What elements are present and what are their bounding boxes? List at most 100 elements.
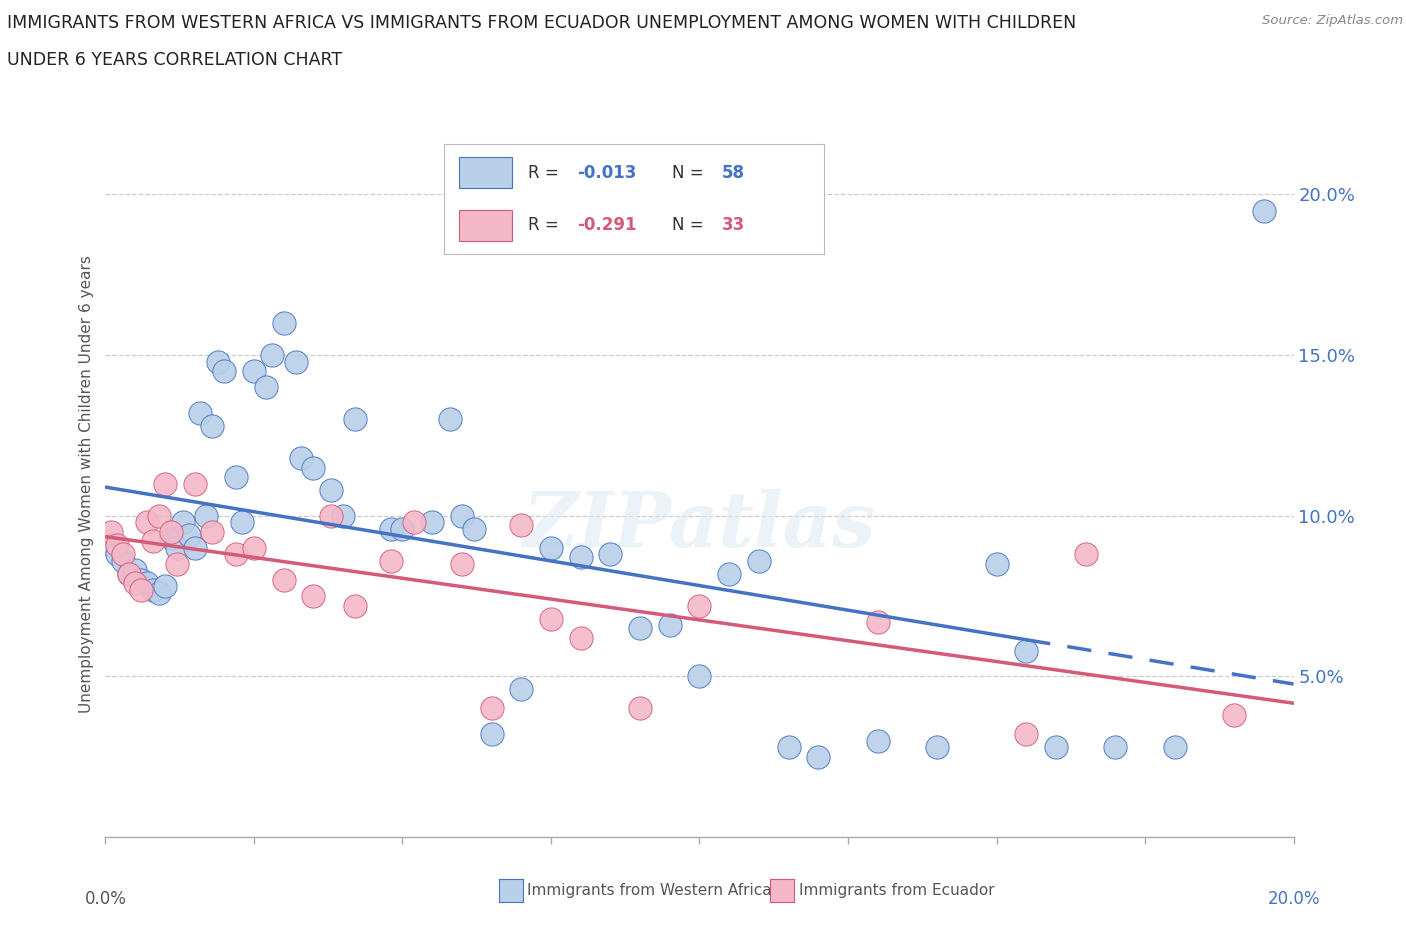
Text: Source: ZipAtlas.com: Source: ZipAtlas.com xyxy=(1263,14,1403,27)
Point xyxy=(148,585,170,600)
Point xyxy=(420,514,443,529)
Y-axis label: Unemployment Among Women with Children Under 6 years: Unemployment Among Women with Children U… xyxy=(79,255,94,712)
Point xyxy=(510,682,533,697)
Point xyxy=(481,701,503,716)
Point xyxy=(380,521,402,536)
Point xyxy=(332,509,354,524)
Point xyxy=(540,540,562,555)
Point xyxy=(599,547,621,562)
Point xyxy=(124,563,146,578)
Point xyxy=(748,553,770,568)
Point xyxy=(214,364,236,379)
Point xyxy=(129,582,152,597)
Point xyxy=(391,521,413,536)
Point xyxy=(190,405,212,420)
Point xyxy=(273,315,295,330)
Point xyxy=(136,576,159,591)
Point xyxy=(148,509,170,524)
Point xyxy=(986,556,1008,571)
Point xyxy=(166,540,188,555)
Point xyxy=(321,483,343,498)
Point xyxy=(540,611,562,626)
Point xyxy=(112,547,135,562)
Point xyxy=(1223,708,1246,723)
Point xyxy=(207,354,229,369)
Point xyxy=(481,726,503,741)
Point xyxy=(807,750,830,764)
Text: Immigrants from Ecuador: Immigrants from Ecuador xyxy=(799,883,994,898)
Point xyxy=(450,556,472,571)
Point xyxy=(177,527,200,542)
Point xyxy=(1074,547,1097,562)
Point xyxy=(243,364,266,379)
Point xyxy=(100,525,122,539)
Text: IMMIGRANTS FROM WESTERN AFRICA VS IMMIGRANTS FROM ECUADOR UNEMPLOYMENT AMONG WOM: IMMIGRANTS FROM WESTERN AFRICA VS IMMIGR… xyxy=(7,14,1076,32)
Text: UNDER 6 YEARS CORRELATION CHART: UNDER 6 YEARS CORRELATION CHART xyxy=(7,51,342,69)
Point xyxy=(225,547,247,562)
Point xyxy=(302,589,325,604)
Point xyxy=(142,582,165,597)
Point xyxy=(172,514,194,529)
Point xyxy=(1104,739,1126,754)
Point xyxy=(439,412,461,427)
Point xyxy=(183,540,205,555)
Point xyxy=(450,509,472,524)
Point xyxy=(159,525,181,539)
Point xyxy=(778,739,800,754)
Point xyxy=(105,538,128,552)
Point xyxy=(866,733,889,748)
Text: 20.0%: 20.0% xyxy=(1267,890,1320,908)
Point xyxy=(380,553,402,568)
Point xyxy=(290,450,312,465)
Point xyxy=(463,521,485,536)
Text: Immigrants from Western Africa: Immigrants from Western Africa xyxy=(527,883,772,898)
Point xyxy=(201,418,224,433)
Point xyxy=(284,354,307,369)
Point xyxy=(343,598,366,613)
Point xyxy=(166,556,188,571)
Point xyxy=(142,534,165,549)
Text: ZIPatlas: ZIPatlas xyxy=(523,489,876,563)
Point xyxy=(510,518,533,533)
Point xyxy=(118,566,141,581)
Point xyxy=(159,531,181,546)
Point xyxy=(153,476,176,491)
Point xyxy=(658,618,681,632)
Point xyxy=(100,538,122,552)
Point xyxy=(628,701,651,716)
Point xyxy=(866,615,889,630)
Point xyxy=(195,509,218,524)
Point xyxy=(689,598,711,613)
Point xyxy=(302,460,325,475)
Point xyxy=(1164,739,1187,754)
Point xyxy=(689,669,711,684)
Point xyxy=(225,470,247,485)
Point xyxy=(1015,644,1038,658)
Point xyxy=(112,553,135,568)
Point xyxy=(136,514,159,529)
Point xyxy=(1045,739,1067,754)
Point xyxy=(153,579,176,594)
Point xyxy=(260,348,283,363)
Point xyxy=(1253,203,1275,218)
Point xyxy=(569,550,592,565)
Point xyxy=(404,514,426,529)
Point xyxy=(254,379,277,394)
Point xyxy=(718,566,741,581)
Point xyxy=(231,514,253,529)
Point xyxy=(628,620,651,635)
Point xyxy=(343,412,366,427)
Point xyxy=(243,540,266,555)
Point xyxy=(124,576,146,591)
Text: 0.0%: 0.0% xyxy=(84,890,127,908)
Point xyxy=(927,739,949,754)
Point xyxy=(569,631,592,645)
Point xyxy=(321,509,343,524)
Point xyxy=(129,573,152,588)
Point xyxy=(118,566,141,581)
Point xyxy=(1015,726,1038,741)
Point xyxy=(201,525,224,539)
Point xyxy=(105,547,128,562)
Point xyxy=(183,476,205,491)
Point xyxy=(273,573,295,588)
